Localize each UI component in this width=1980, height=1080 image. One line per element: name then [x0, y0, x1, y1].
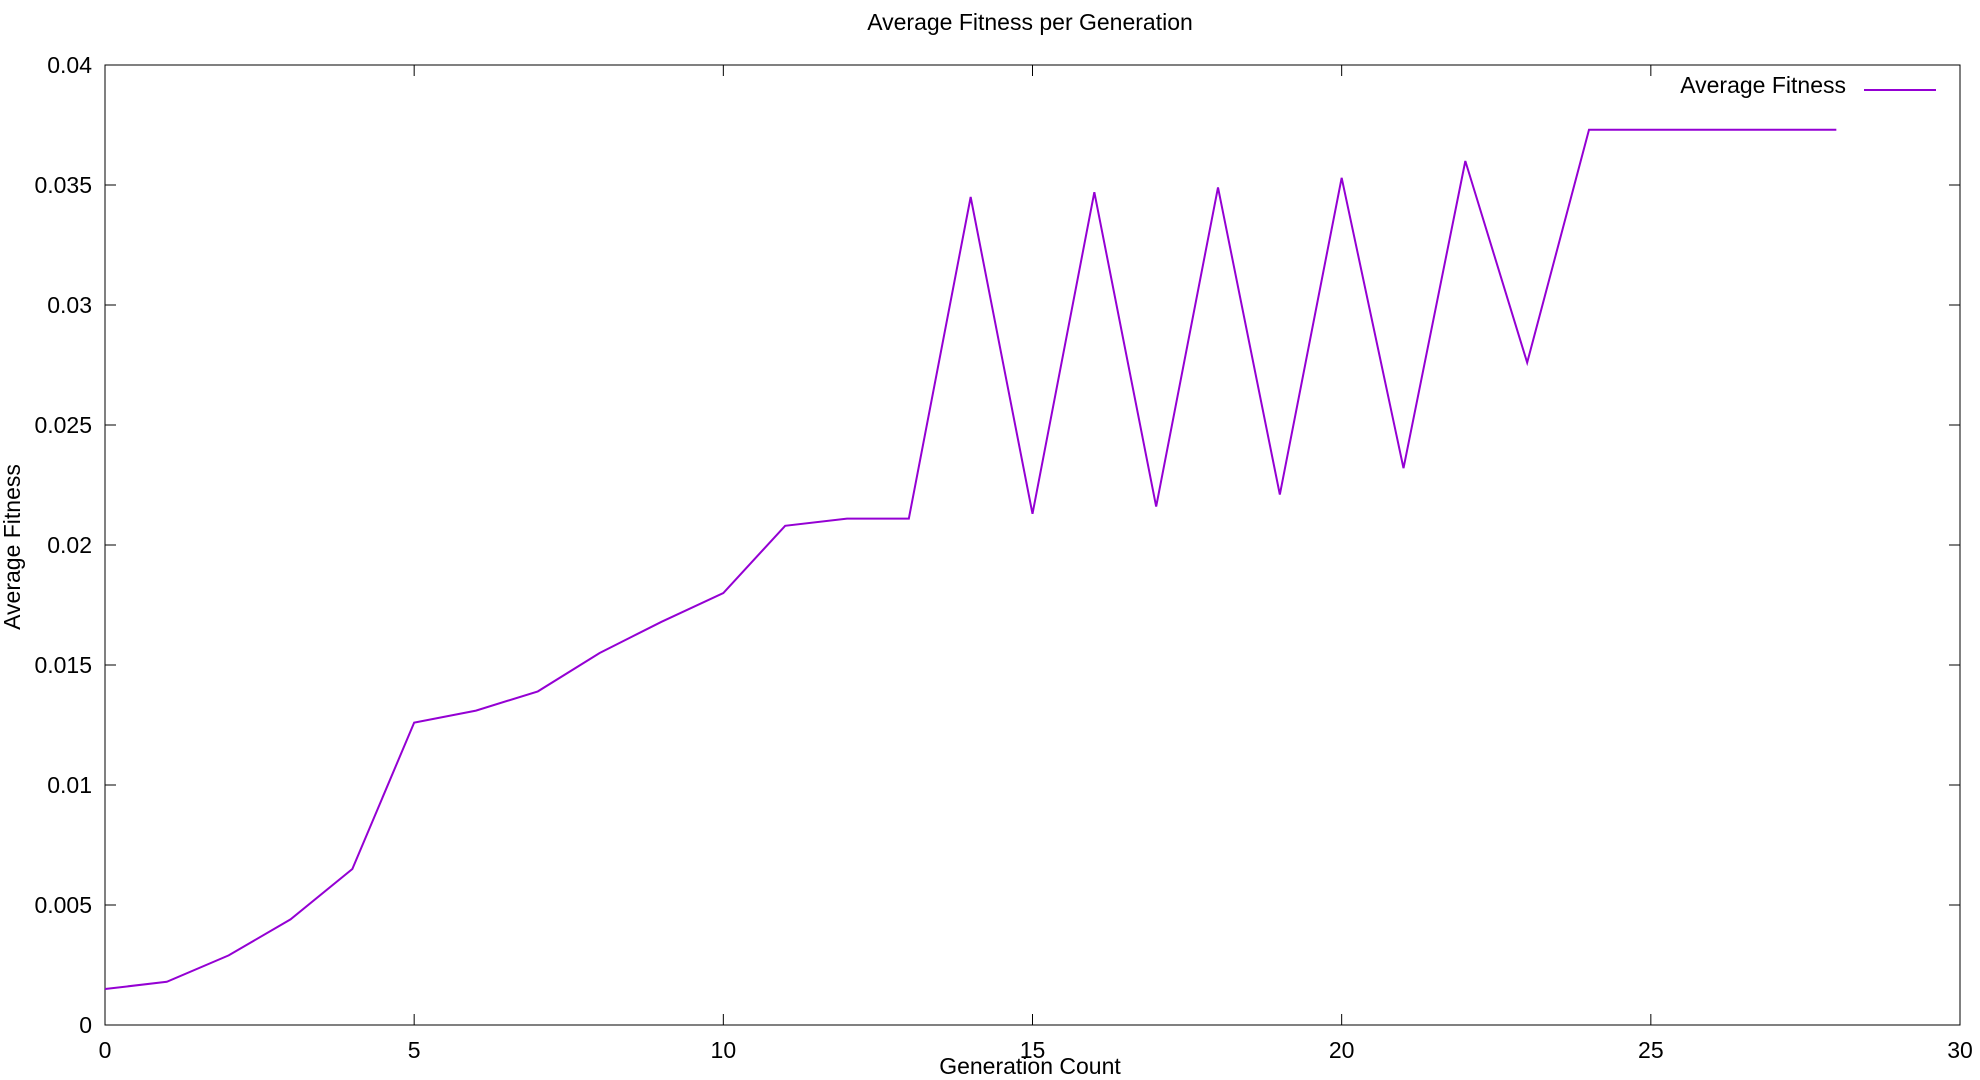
x-tick-label: 15	[1020, 1037, 1046, 1063]
y-tick-label: 0.035	[34, 172, 92, 198]
y-tick-label: 0.04	[47, 52, 92, 78]
x-tick-label: 30	[1947, 1037, 1973, 1063]
x-tick-label: 20	[1329, 1037, 1355, 1063]
x-tick-label: 5	[408, 1037, 421, 1063]
y-tick-label: 0	[79, 1012, 92, 1038]
y-tick-label: 0.025	[34, 412, 92, 438]
chart-title: Average Fitness per Generation	[867, 9, 1193, 35]
y-tick-label: 0.01	[47, 772, 92, 798]
axis-tick-labels: 0 5 10 15 20 25 30 0 0.005 0.01 0.015 0.02 0.025 0.03…	[34, 52, 1972, 1063]
plot-frame	[104, 64, 1961, 1026]
y-tick-label: 0.03	[47, 292, 92, 318]
series-line-average-fitness	[104, 128, 1837, 990]
x-tick-label: 0	[99, 1037, 112, 1063]
series-group	[104, 128, 1837, 990]
y-axis-title: Average Fitness	[0, 464, 25, 630]
plot-frame-rect	[104, 64, 1961, 1026]
y-tick-label: 0.005	[34, 892, 92, 918]
axis-ticks	[104, 64, 1961, 1026]
x-tick-label: 25	[1638, 1037, 1664, 1063]
x-tick-label: 10	[711, 1037, 737, 1063]
y-tick-label: 0.02	[47, 532, 92, 558]
x-axis-title: Generation Count	[939, 1053, 1121, 1079]
legend: Average Fitness	[1680, 72, 1936, 98]
legend-label-average-fitness: Average Fitness	[1680, 72, 1846, 98]
y-tick-label: 0.015	[34, 652, 92, 678]
